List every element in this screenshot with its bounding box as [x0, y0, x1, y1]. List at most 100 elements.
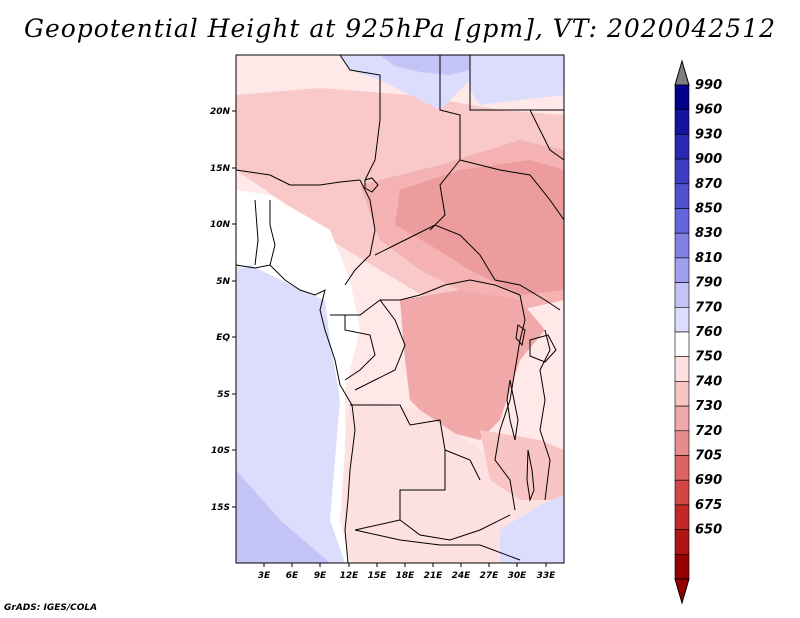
lat-label: 10S: [211, 446, 230, 456]
lat-label: 15S: [211, 503, 230, 513]
colorbar-swatch: [674, 331, 690, 358]
lon-labels: 3E 6E 9E 12E 15E 18E 21E 24E 27E 30E 33E: [258, 571, 556, 581]
colorbar-label: 740: [695, 374, 722, 389]
colorbar-swatch: [674, 381, 690, 407]
colorbar-swatch: [674, 356, 690, 382]
colorbar-label: 720: [695, 424, 722, 439]
colorbar-label: 850: [695, 202, 722, 217]
border-drc-angola: [350, 404, 481, 481]
field-ocean-deep: [236, 470, 330, 563]
colorbar-swatch: [674, 84, 690, 111]
colorbar-swatch: [674, 455, 690, 481]
colorbar-bottom-arrow: [674, 578, 690, 605]
coastline-west: [236, 264, 356, 563]
border-sudan-south: [459, 159, 564, 221]
field-shade-east-core: [395, 160, 564, 295]
lon-label: 3E: [258, 571, 271, 581]
border-nigeria-north: [236, 169, 361, 186]
border-east-interior: [539, 329, 551, 501]
colorbar-swatch: [674, 257, 690, 283]
lon-tick-marks: [263, 563, 547, 567]
colorbar-label: 650: [695, 523, 722, 538]
colorbar-label: 830: [695, 226, 722, 241]
colorbar-swatch: [674, 232, 690, 259]
border-ne-ethiopia: [529, 109, 564, 161]
field-north-blue-core: [380, 55, 470, 75]
lake-albert: [515, 324, 526, 347]
border-sudan-egypt: [469, 55, 564, 111]
lon-label: 30E: [508, 571, 528, 581]
colorbar-swatch: [674, 109, 690, 135]
lon-label: 15E: [368, 571, 388, 581]
border-west-benin: [269, 200, 276, 266]
lake-victoria: [529, 334, 557, 363]
colorbar-swatch: [674, 430, 690, 456]
colorbar-label: 760: [695, 325, 722, 340]
lon-label: 21E: [424, 571, 444, 581]
field-ocean-blue: [236, 265, 345, 563]
map-frame: [235, 54, 565, 564]
border-zambia-south: [399, 514, 511, 541]
colorbar-label: 990: [695, 78, 722, 93]
lat-tick-marks: [232, 110, 236, 508]
border-angola-zambia: [354, 450, 446, 531]
lake-chad: [364, 177, 379, 193]
map-panel: [236, 55, 564, 563]
lake-tanganyika: [506, 379, 519, 441]
colorbar: 990 960 930 900 870 850 830 810 790 770 760 750 740 7…: [674, 59, 722, 605]
lon-label: 9E: [314, 571, 327, 581]
border-namibia: [354, 529, 521, 561]
border-car-south: [380, 279, 521, 301]
grads-credit: GrADS: IGES/COLA: [4, 603, 98, 613]
colorbar-label: 705: [695, 449, 722, 464]
lat-label: 5N: [216, 277, 230, 287]
colorbar-label: 960: [695, 103, 722, 118]
colorbar-label: 810: [695, 251, 722, 266]
colorbar-swatch: [674, 183, 690, 209]
colorbar-swatch: [674, 134, 690, 160]
lat-label: 10N: [210, 220, 231, 230]
colorbar-label: 730: [695, 399, 722, 414]
lon-label: 6E: [286, 571, 299, 581]
border-gabon-congo: [344, 315, 376, 381]
lat-label: 5S: [217, 390, 230, 400]
lake-malawi: [526, 449, 535, 502]
lon-label: 27E: [480, 571, 500, 581]
colorbar-swatch: [674, 479, 690, 506]
border-west-togo: [254, 199, 259, 266]
colorbar-label: 790: [695, 276, 722, 291]
border-nigeria-east: [344, 179, 376, 286]
colorbar-swatch: [674, 529, 690, 555]
field-southeast-blue: [500, 495, 564, 563]
colorbar-top-arrow: [674, 59, 690, 86]
colorbar-swatch: [674, 504, 690, 530]
colorbar-label: 690: [695, 473, 722, 488]
colorbar-label: 750: [695, 350, 722, 365]
border-car-north: [374, 224, 496, 281]
lon-label: 12E: [340, 571, 360, 581]
border-east-lakes: [494, 294, 526, 511]
colorbar-label: 675: [695, 498, 722, 513]
border-ss-uganda: [494, 279, 561, 311]
lon-label: 33E: [537, 571, 557, 581]
field-northeast-blue: [470, 55, 564, 105]
lon-label: 24E: [452, 571, 472, 581]
lat-label: 20N: [210, 107, 231, 117]
lat-label: EQ: [216, 333, 230, 343]
colorbar-swatch: [674, 553, 690, 580]
border-niger-chad: [339, 55, 381, 181]
colorbar-label: 770: [695, 300, 722, 315]
colorbar-label: 900: [695, 152, 722, 167]
border-congo-drc: [354, 299, 406, 391]
border-cameroon-south: [330, 299, 381, 316]
lat-labels: 20N 15N 10N 5N EQ 5S 10S 15S: [210, 107, 231, 513]
colorbar-swatch: [674, 208, 690, 234]
field-shade-south: [340, 400, 564, 563]
colorbar-swatch: [674, 282, 690, 308]
lon-label: 18E: [396, 571, 416, 581]
country-borders: [236, 55, 564, 563]
lat-label: 15N: [210, 164, 231, 174]
colorbar-swatch: [674, 306, 690, 333]
colorbar-label: 930: [695, 127, 722, 142]
field-shade-congo-basin: [400, 290, 545, 440]
